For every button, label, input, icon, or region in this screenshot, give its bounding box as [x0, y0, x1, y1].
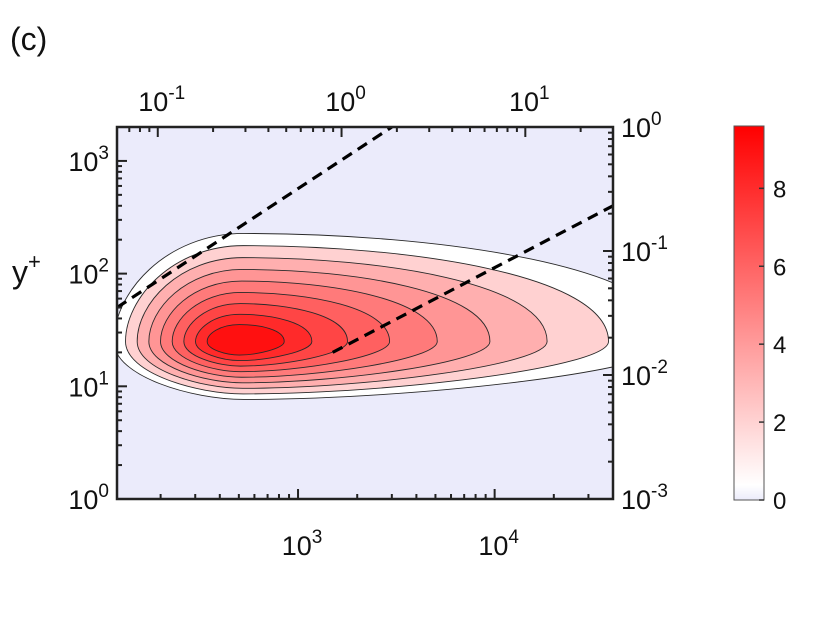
colorbar-ticks: 0 2 4 6 8 — [759, 176, 786, 515]
y-left-tick-label: 102 — [68, 256, 109, 290]
dashed-reference-lines — [117, 127, 613, 354]
contour-level-9 — [206, 324, 285, 356]
x-bottom-tick-label: 103 — [282, 527, 323, 561]
y-left-tick-label: 103 — [68, 143, 109, 177]
colorbar-tick-label: 0 — [773, 488, 786, 515]
plot-frame — [115, 125, 615, 501]
x-bottom-tick-label: 104 — [478, 527, 519, 561]
y-left-tick-label: 101 — [68, 368, 109, 402]
y-right-tick-label: 10-2 — [621, 357, 668, 391]
y-left-tick-label: 100 — [68, 481, 109, 515]
y-right-tick-label: 10-3 — [621, 481, 668, 515]
axes: 103 104 10-1 100 101 100 101 102 103 10-3 10-2 10-1… — [68, 83, 668, 561]
colorbar-tick-label: 8 — [773, 176, 786, 203]
y-axis-label-sup: + — [28, 249, 41, 274]
colorbar-fill — [733, 125, 765, 501]
y-right-tick-label: 100 — [621, 109, 662, 143]
colorbar-tick-label: 6 — [773, 254, 786, 281]
x-top-tick-label: 10-1 — [138, 83, 185, 117]
y-axis-label-base: y — [12, 254, 28, 290]
panel-label: (c) — [10, 21, 47, 57]
y-axis-label: y+ — [12, 249, 41, 290]
dashed-line-1 — [117, 127, 393, 309]
x-top-tick-label: 101 — [509, 83, 550, 117]
y-right-tick-label: 10-1 — [621, 233, 668, 267]
colorbar-tick-label: 2 — [773, 410, 786, 437]
colorbar-tick-label: 4 — [773, 332, 786, 359]
x-top-tick-label: 100 — [325, 83, 366, 117]
